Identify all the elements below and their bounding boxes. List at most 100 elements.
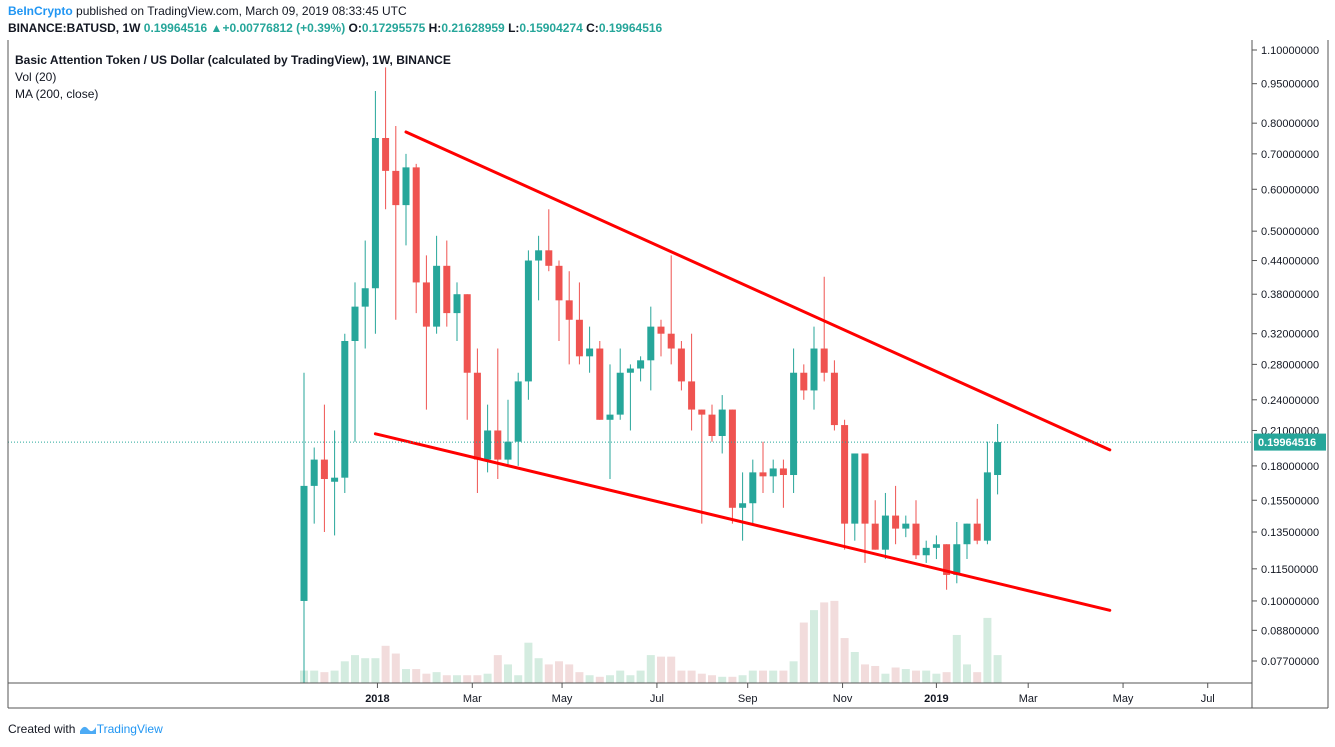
candle-body — [953, 544, 961, 575]
volume-bar — [667, 656, 676, 683]
candle-body — [647, 326, 655, 361]
candle-body — [504, 441, 512, 460]
x-tick-label: Sep — [738, 693, 758, 705]
candle-body — [351, 306, 359, 341]
volume-bar — [646, 655, 655, 683]
x-tick-label: Mar — [463, 693, 482, 705]
volume-bar — [585, 675, 594, 683]
volume-bar — [493, 655, 502, 683]
candle-body — [565, 300, 573, 320]
y-tick-label: 0.70000000 — [1261, 149, 1319, 161]
volume-bar — [861, 664, 869, 683]
candle-body — [759, 472, 767, 477]
candle-body — [739, 503, 747, 508]
trendline-upper — [404, 130, 1112, 452]
low-label: L: — [508, 21, 520, 35]
y-tick-label: 0.60000000 — [1261, 184, 1319, 196]
candle-body — [861, 453, 869, 524]
candle-body — [820, 348, 828, 373]
volume-bar — [820, 602, 829, 683]
x-tick-label: May — [1113, 693, 1134, 705]
high-value: 0.21628959 — [441, 21, 505, 35]
volume-bar — [932, 673, 941, 683]
volume-bar — [565, 664, 574, 683]
close-value: 0.19964516 — [598, 21, 663, 35]
candle-body — [361, 288, 369, 307]
volume-bar — [759, 670, 767, 683]
open-label: O: — [348, 21, 362, 35]
y-axis-ticks: 1.10000000 0.95000000 0.80000000 0.70000000… — [1252, 45, 1319, 668]
volume-bar — [412, 669, 421, 683]
author-link[interactable]: BeInCrypto — [8, 4, 73, 18]
candle-body — [963, 523, 971, 545]
volume-bar — [942, 672, 951, 683]
candle-body — [810, 348, 818, 391]
candle-body — [718, 409, 726, 437]
candle-body — [790, 372, 798, 476]
candle-body — [922, 547, 930, 556]
volume-bar — [769, 670, 778, 683]
candle-body — [545, 250, 553, 266]
volume-bar — [422, 673, 431, 683]
price-change: +0.00776812 (+0.39%) — [222, 21, 346, 35]
y-tick-label: 0.10000000 — [1261, 596, 1319, 608]
volume-bar — [871, 665, 880, 683]
volume-bar — [708, 675, 716, 683]
x-tick-label: Mar — [1019, 693, 1038, 705]
volume-bar — [728, 676, 737, 683]
candle-body — [463, 294, 471, 373]
triangle-up-icon: ▲ — [210, 21, 223, 35]
volume-bar — [555, 661, 563, 683]
y-tick-label: 0.08800000 — [1261, 625, 1319, 637]
candle-body — [616, 372, 624, 415]
volume-bar — [351, 655, 359, 683]
y-tick-label: 0.13500000 — [1261, 527, 1319, 539]
volume-bar — [881, 673, 890, 683]
y-tick-label: 0.80000000 — [1261, 118, 1319, 130]
price-label: 0.19964516 — [1254, 433, 1326, 451]
volume-bar — [626, 675, 635, 683]
close-label: C: — [586, 21, 599, 35]
candle-body — [586, 348, 594, 357]
candle-body — [851, 453, 859, 524]
candle-body — [514, 381, 522, 442]
symbol-header: BINANCE:BATUSD, 1W 0.19964516 ▲+0.007768… — [8, 21, 662, 35]
candle-body — [300, 485, 308, 601]
volume-bar — [371, 658, 380, 683]
volume-bar — [922, 670, 931, 683]
volume-bar — [779, 670, 788, 683]
x-tick-label: Jul — [650, 693, 664, 705]
volume-bar — [697, 673, 706, 683]
candle-body — [769, 468, 777, 477]
volume-bar — [850, 652, 859, 683]
volume-bar — [616, 670, 625, 683]
volume-bar — [340, 661, 349, 683]
x-tick-label: 2019 — [924, 693, 948, 705]
volume-bar — [361, 658, 370, 683]
candle-body — [402, 167, 410, 206]
publish-header: BeInCrypto published on TradingView.com,… — [8, 4, 407, 18]
volume-bar — [983, 617, 992, 683]
candles — [300, 67, 1002, 683]
volume-bar — [748, 670, 757, 683]
x-tick-label: Jul — [1201, 693, 1215, 705]
volume-bar — [330, 670, 339, 683]
tradingview-logo-icon — [79, 726, 96, 734]
x-tick-label: 2018 — [365, 693, 389, 705]
volume-bar — [677, 670, 686, 683]
volume-bars — [300, 600, 1002, 683]
candle-body — [983, 472, 991, 541]
indicator-ma: MA (200, close) — [15, 87, 98, 101]
tradingview-link[interactable]: TradingView — [96, 722, 163, 736]
trendlines — [373, 130, 1112, 612]
candle-body — [708, 414, 716, 437]
volume-bar — [993, 655, 1002, 683]
candle-body — [606, 414, 614, 420]
candle-body — [800, 372, 808, 391]
candle-body — [575, 319, 583, 357]
volume-bar — [636, 670, 645, 683]
volume-bar — [534, 658, 543, 683]
created-with-label: Created with — [8, 722, 76, 736]
candle-body — [749, 472, 757, 504]
